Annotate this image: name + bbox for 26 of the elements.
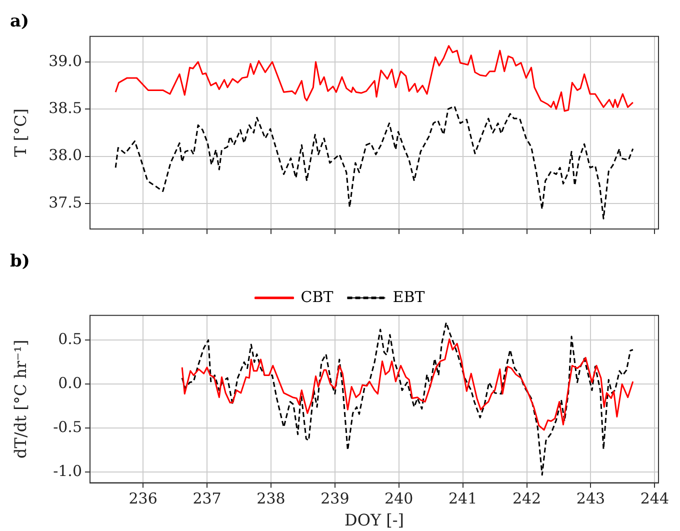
y-axis-title: dT/dt [°C hr⁻¹] xyxy=(10,340,30,458)
y-tick-label: -0.5 xyxy=(53,418,82,436)
y-tick-label: 0.5 xyxy=(58,330,82,348)
x-tick-label: 244 xyxy=(640,490,669,508)
x-tick-label: 240 xyxy=(384,490,414,508)
x-tick-label: 242 xyxy=(512,490,542,508)
x-tick-label: 238 xyxy=(256,490,286,508)
y-tick-label: 0.0 xyxy=(58,374,82,392)
x-tick-label: 236 xyxy=(128,490,158,508)
x-tick-label: 243 xyxy=(576,490,606,508)
x-tick-label: 241 xyxy=(448,490,478,508)
x-tick-label: 239 xyxy=(320,490,350,508)
y-tick-label: 37.5 xyxy=(48,193,82,212)
x-tick-label: 237 xyxy=(192,490,222,508)
legend-label: CBT xyxy=(300,288,334,306)
chart-title: b) xyxy=(10,252,30,272)
line-series xyxy=(114,106,634,220)
y-tick-label: 39.0 xyxy=(48,52,82,70)
x-axis-title: DOY [-] xyxy=(344,510,404,530)
legend-label: EBT xyxy=(392,288,425,306)
chart-title: a) xyxy=(10,12,30,32)
y-tick-label: 38.5 xyxy=(48,98,82,117)
y-axis-title: T [°C] xyxy=(10,108,30,157)
y-tick-label: -1.0 xyxy=(53,462,82,480)
y-tick-label: 38.0 xyxy=(48,146,82,164)
line-series xyxy=(181,322,634,476)
